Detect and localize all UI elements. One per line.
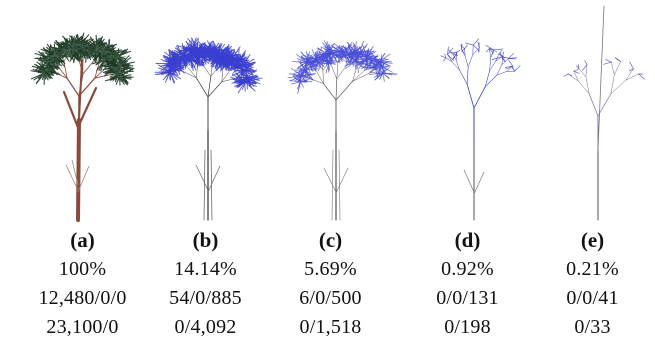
panel-b-counts-2: 0/4,092 — [174, 316, 237, 338]
panel-e-counts-2: 0/33 — [574, 316, 611, 338]
panel-d-percent: 0.92% — [441, 258, 494, 280]
panel-b-counts-1: 54/0/885 — [169, 287, 242, 309]
panel-d-counts-1: 0/0/131 — [436, 287, 499, 309]
panel-e-caption: (e) 0.21% 0/0/41 0/33 — [530, 226, 655, 342]
tree-renderings — [30, 5, 645, 222]
panel-a-counts-2: 23,100/0 — [46, 316, 119, 338]
panel-e-counts-1: 0/0/41 — [566, 287, 619, 309]
panel-a-label: (a) — [70, 228, 95, 252]
panel-a-caption: (a) 100% 12,480/0/0 23,100/0 — [20, 226, 145, 342]
tree-d-line-render — [440, 38, 521, 221]
panel-d-label: (d) — [454, 228, 481, 252]
panel-c-label: (c) — [318, 228, 343, 252]
panel-a-counts-1: 12,480/0/0 — [38, 287, 127, 309]
panel-b-caption: (b) 14.14% 54/0/885 0/4,092 — [143, 226, 268, 342]
panel-c-counts-2: 0/1,518 — [299, 316, 362, 338]
panel-c-percent: 5.69% — [304, 258, 357, 280]
panel-a-percent: 100% — [58, 258, 107, 280]
panel-d-counts-2: 0/198 — [444, 316, 491, 338]
tree-e-skeleton-render — [564, 5, 645, 221]
panel-e-percent: 0.21% — [566, 258, 619, 280]
tree-b-line-render — [154, 37, 263, 221]
panel-c-counts-1: 6/0/500 — [299, 287, 362, 309]
panel-e-label: (e) — [580, 228, 605, 252]
panel-c-caption: (c) 5.69% 6/0/500 0/1,518 — [268, 226, 393, 342]
panel-b-percent: 14.14% — [174, 258, 237, 280]
panel-b-label: (b) — [192, 228, 219, 252]
tree-c-line-render — [287, 40, 398, 221]
panel-d-caption: (d) 0.92% 0/0/131 0/198 — [405, 226, 530, 342]
tree-a-full-render — [30, 32, 135, 222]
